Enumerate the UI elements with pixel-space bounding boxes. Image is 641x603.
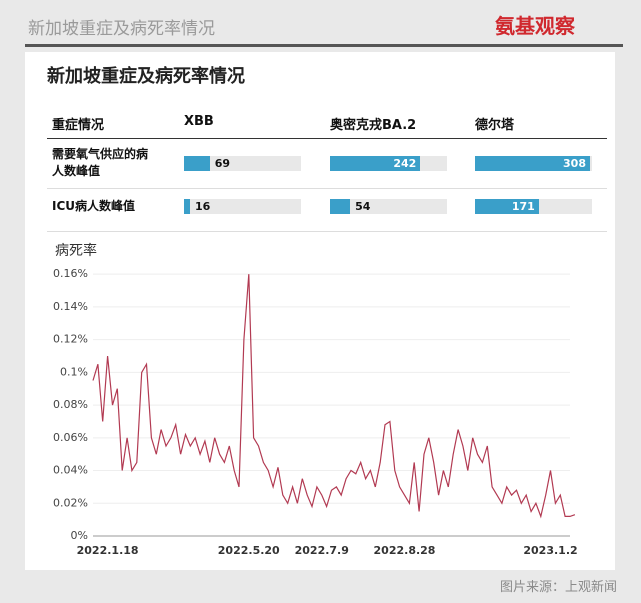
- bar-track: [184, 156, 301, 171]
- header-title: 新加坡重症及病死率情况: [28, 19, 215, 39]
- chart-title: 病死率: [55, 242, 97, 259]
- bar: [330, 199, 351, 214]
- bar: [330, 156, 421, 171]
- row-label: 需要氧气供应的病人数峰值: [52, 147, 149, 178]
- y-tick-label: 0.02%: [53, 496, 88, 509]
- y-tick-label: 0.14%: [53, 300, 88, 313]
- y-tick-label: 0.16%: [53, 267, 88, 280]
- bar-value: 16: [194, 200, 211, 213]
- row-rule: [47, 188, 607, 189]
- bar-track: [330, 199, 447, 214]
- bar: [184, 156, 210, 171]
- bar: [184, 199, 190, 214]
- table-header: 德尔塔: [475, 118, 515, 133]
- y-tick-label: 0.08%: [53, 398, 88, 411]
- y-tick-label: 0.1%: [60, 365, 88, 378]
- footer: 图片来源：上观新闻: [499, 580, 617, 595]
- bar: [475, 156, 590, 171]
- bar-value: 242: [393, 157, 417, 170]
- bar-track: [184, 199, 301, 214]
- table-header: 奥密克戎BA.2: [330, 118, 417, 133]
- y-tick-label: 0.06%: [53, 431, 88, 444]
- y-tick-label: 0.04%: [53, 464, 88, 477]
- x-tick-label: 2022.7.9: [295, 544, 349, 557]
- logo: 氨基观察: [495, 14, 575, 38]
- card-title: 新加坡重症及病死率情况: [47, 66, 245, 87]
- bar-value: 171: [511, 200, 535, 213]
- row-rule: [47, 231, 607, 232]
- y-tick-label: 0%: [71, 529, 88, 542]
- row-label: ICU病人数峰值: [52, 199, 136, 213]
- x-tick-label: 2022.8.28: [374, 544, 436, 557]
- x-tick-label: 2022.5.20: [218, 544, 280, 557]
- table-header: XBB: [184, 114, 214, 129]
- table-rule: [47, 138, 607, 139]
- y-tick-label: 0.12%: [53, 333, 88, 346]
- table-header: 重症情况: [52, 118, 105, 133]
- x-tick-label: 2022.1.18: [77, 544, 139, 557]
- x-tick-label: 2023.1.2: [523, 544, 577, 557]
- header-rule: [25, 44, 623, 47]
- bar-value: 54: [355, 200, 371, 213]
- bar-value: 308: [563, 157, 586, 170]
- bar-value: 69: [214, 157, 231, 170]
- bar: [475, 199, 539, 214]
- line: [92, 274, 576, 519]
